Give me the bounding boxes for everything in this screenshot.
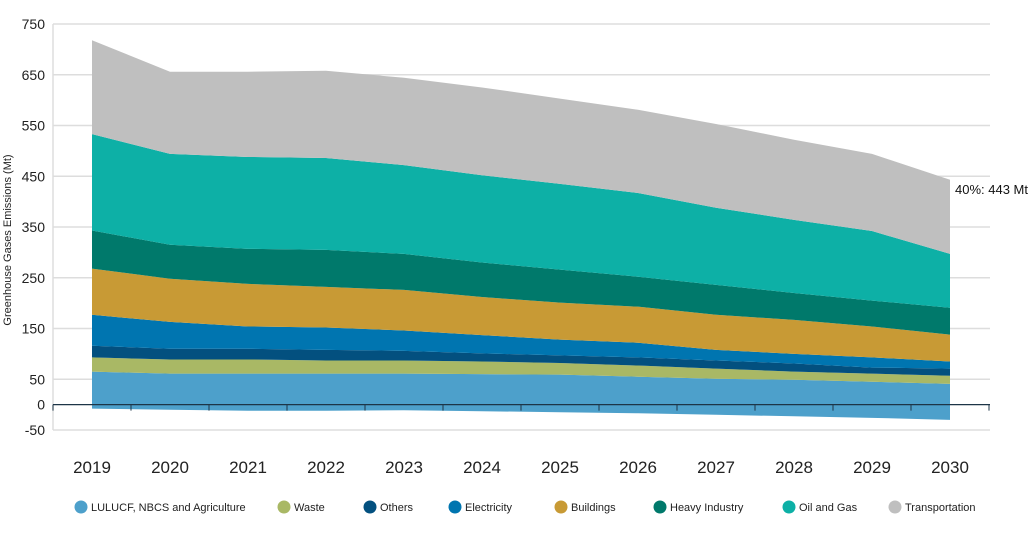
legend-swatch [888,500,902,514]
legend-swatch [448,500,462,514]
area-buildings [92,268,950,362]
area-others [92,345,950,376]
x-tick-label: 2024 [463,458,501,477]
x-tick-label: 2021 [229,458,267,477]
x-tick-labels: 2019 2020 2021 2022 2023 2024 2025 2026 2027 2028… [73,458,969,477]
legend-swatch [554,500,568,514]
y-tick-label: 250 [22,270,46,286]
y-tick-label: 550 [22,118,46,134]
x-tick-label: 2027 [697,458,735,477]
area-transportation [92,40,950,254]
x-tick-label: 2029 [853,458,891,477]
area-lulucf-nbcs-and-agriculture [92,371,950,420]
y-tick-label: 650 [22,67,46,83]
y-tick-label: 450 [22,168,46,184]
y-tick-label: 750 [22,16,46,32]
annotation-label: 40%: 443 Mt [955,182,1028,197]
x-tick-label: 2026 [619,458,657,477]
areas [92,40,950,420]
y-tick-label: 0 [37,397,45,413]
legend-label: Transportation [905,502,976,514]
legend-label: Heavy Industry [670,502,744,514]
y-tick-label: 50 [29,371,45,387]
x-tick-label: 2023 [385,458,423,477]
legend-swatch [74,500,88,514]
area-heavy-industry [92,230,950,335]
legend-swatch [277,500,291,514]
y-axis-label: Greenhouse Gases Emissions (Mt) [2,154,14,325]
legend: LULUCF, NBCS and Agriculture Waste Others E… [74,500,976,514]
x-tick-label: 2020 [151,458,189,477]
x-tick-label: 2022 [307,458,345,477]
x-tick-label: 2025 [541,458,579,477]
area-oil-and-gas [92,134,950,308]
y-tick-label: 150 [22,321,46,337]
y-tick-label: -50 [25,422,45,438]
area-electricity [92,314,950,369]
legend-swatch [782,500,796,514]
x-tick-label: 2028 [775,458,813,477]
y-tick-labels: 750 650 550 450 350 250 150 50 0 -50 [22,16,46,438]
x-tick-label: 2019 [73,458,111,477]
legend-label: LULUCF, NBCS and Agriculture [91,502,246,514]
legend-swatch [653,500,667,514]
area-waste [92,357,950,384]
legend-label: Waste [294,502,325,514]
y-tick-label: 350 [22,219,46,235]
legend-label: Electricity [465,502,513,514]
x-tick-label: 2030 [931,458,969,477]
legend-label: Others [380,502,414,514]
legend-label: Oil and Gas [799,502,858,514]
legend-label: Buildings [571,502,616,514]
legend-swatch [363,500,377,514]
x-axis [52,404,990,411]
